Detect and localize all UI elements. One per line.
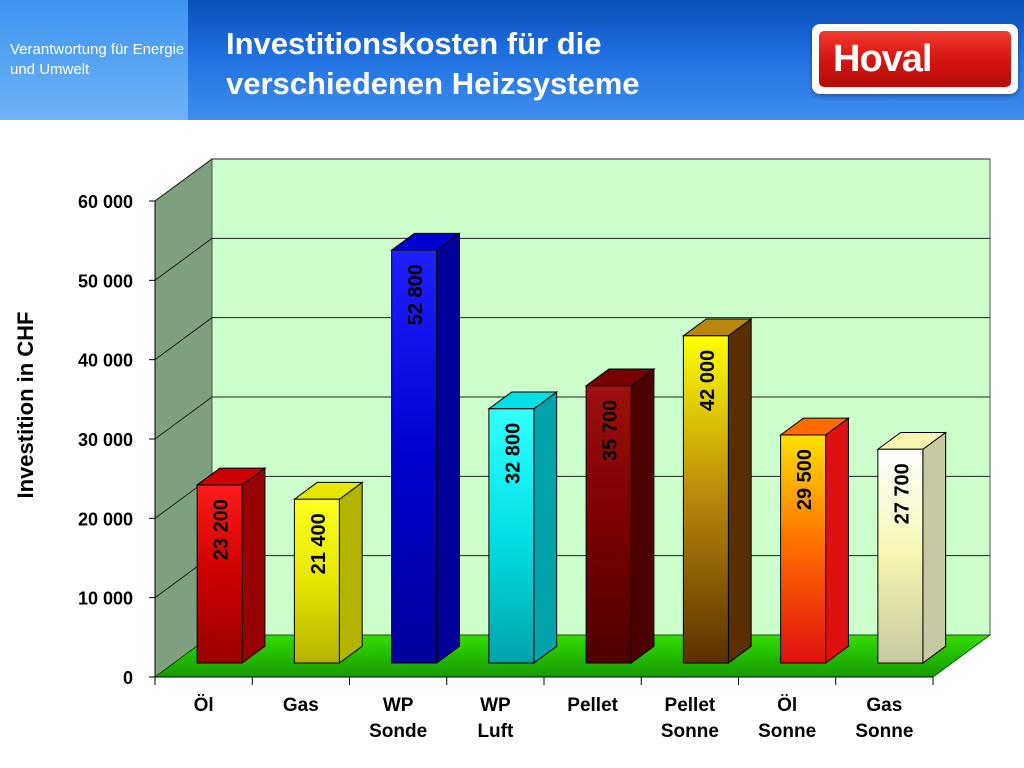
data-label: 52 800 xyxy=(405,264,427,325)
bar-group: 32 800 xyxy=(487,390,559,664)
tagline-box: Verantwortung für Energie und Umwelt xyxy=(0,0,188,120)
x-tick-label: Gas Sonne xyxy=(855,695,913,742)
hoval-logo: Hoval xyxy=(812,24,1018,94)
chart-walls xyxy=(154,158,991,678)
bar xyxy=(293,498,340,664)
gridline xyxy=(154,158,990,202)
x-tick-label: Gas xyxy=(283,695,319,716)
bar xyxy=(488,408,535,664)
data-label: 27 700 xyxy=(891,463,913,524)
x-tick-label: Pellet Sonne xyxy=(661,695,719,742)
bars: 23 200 21 400 52 800 32 800 35 700 42 000 29 5… xyxy=(195,232,948,664)
bar-group: 35 700 xyxy=(584,367,656,664)
bar xyxy=(196,484,243,664)
bar-group: 21 400 xyxy=(292,481,364,664)
y-tick-label: 50 000 xyxy=(78,271,133,291)
y-tick-label: 60 000 xyxy=(78,192,133,212)
data-label: 21 400 xyxy=(308,513,330,574)
bar-side xyxy=(436,232,460,664)
data-label: 32 800 xyxy=(502,423,524,484)
y-axis-label: Investition in CHF xyxy=(13,312,38,499)
y-tick-label: 10 000 xyxy=(78,589,133,609)
bar xyxy=(391,249,438,664)
y-tick-label: 20 000 xyxy=(78,509,133,529)
logo-text: Hoval xyxy=(819,31,1011,87)
bar-group: 52 800 xyxy=(390,232,461,664)
bar-group: 42 000 xyxy=(681,318,753,664)
bar-side xyxy=(825,417,849,664)
x-axis: Öl Gas WP Sonde WP Luft Pellet Pellet Sonne Öl Son… xyxy=(154,676,934,742)
y-axis: 0 10 000 20 000 30 000 40 000 50 000 60 000 xyxy=(78,192,156,688)
x-tick-label: Pellet xyxy=(567,695,618,716)
bar-side xyxy=(727,318,752,664)
bar-chart: 0 10 000 20 000 30 000 40 000 50 000 60 000 23… xyxy=(13,158,992,742)
bar-side xyxy=(241,467,266,664)
x-tick-label: WP Sonde xyxy=(369,695,427,742)
bar-group: 23 200 xyxy=(195,467,267,664)
slide-title: Investitionskosten für die verschiedenen… xyxy=(226,26,640,101)
tagline: Verantwortung für Energie und Umwelt xyxy=(10,41,185,78)
bar xyxy=(585,385,632,664)
chart-floor xyxy=(153,634,992,678)
bar-group: 29 500 xyxy=(779,417,850,664)
y-tick-label: 0 xyxy=(123,668,133,688)
y-tick-label: 30 000 xyxy=(78,430,133,450)
bar xyxy=(877,448,924,664)
floor-plane xyxy=(153,634,992,678)
bar-side xyxy=(922,431,947,664)
bar-group: 27 700 xyxy=(876,431,948,664)
gridline xyxy=(154,317,990,361)
bar-side xyxy=(338,481,363,664)
data-label: 23 200 xyxy=(211,499,233,560)
bar xyxy=(780,434,827,664)
x-tick-label: WP Luft xyxy=(477,695,514,742)
y-tick-label: 40 000 xyxy=(78,351,133,371)
data-label: 42 000 xyxy=(697,350,719,411)
bar-side xyxy=(630,367,655,664)
data-label: 29 500 xyxy=(794,449,816,510)
x-tick-label: Öl Sonne xyxy=(758,695,816,742)
bar-side xyxy=(533,390,558,664)
gridline xyxy=(154,237,990,281)
data-label: 35 700 xyxy=(600,400,622,461)
bar xyxy=(682,335,729,664)
x-tick-label: Öl xyxy=(194,695,214,716)
